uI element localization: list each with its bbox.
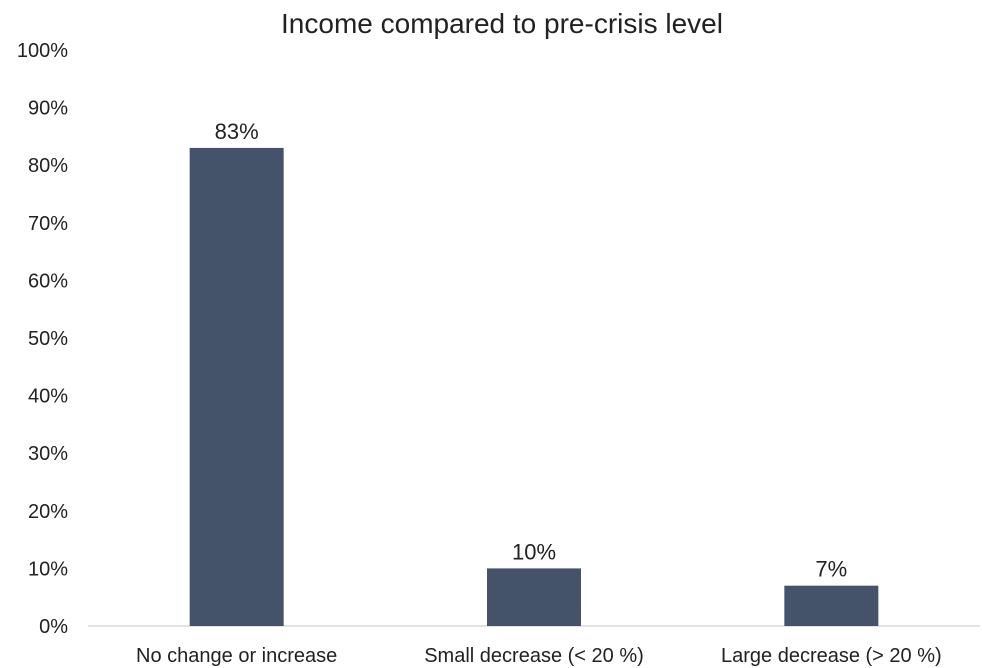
bar-value-label: 10% xyxy=(512,539,556,564)
y-tick-label: 20% xyxy=(28,501,68,523)
y-axis-ticks: 0% 10% 20% 30% 40% 50% 60% 70% 80% 90% 100% xyxy=(17,40,68,638)
bars xyxy=(189,147,879,627)
bar xyxy=(189,147,284,627)
y-tick-label: 60% xyxy=(28,270,68,292)
y-tick-label: 40% xyxy=(28,386,68,408)
y-tick-label: 70% xyxy=(28,213,68,235)
y-tick-label: 90% xyxy=(28,98,68,120)
y-tick-label: 80% xyxy=(28,155,68,177)
bar-value-label: 83% xyxy=(215,119,259,144)
x-tick-label: Large decrease (> 20 %) xyxy=(721,645,942,667)
y-tick-label: 100% xyxy=(17,40,68,62)
value-labels: 83% 10% 7% xyxy=(215,119,848,582)
bar xyxy=(487,568,581,626)
y-tick-label: 0% xyxy=(39,616,68,638)
y-tick-label: 50% xyxy=(28,328,68,350)
bar xyxy=(784,585,879,626)
bar-value-label: 7% xyxy=(815,557,847,582)
chart-title: Income compared to pre-crisis level xyxy=(281,8,723,39)
y-tick-label: 10% xyxy=(28,558,68,580)
y-tick-label: 30% xyxy=(28,443,68,465)
x-tick-label: Small decrease (< 20 %) xyxy=(424,645,644,667)
x-axis-ticks: No change or increase Small decrease (< 2… xyxy=(136,645,942,667)
x-tick-label: No change or increase xyxy=(136,645,337,667)
